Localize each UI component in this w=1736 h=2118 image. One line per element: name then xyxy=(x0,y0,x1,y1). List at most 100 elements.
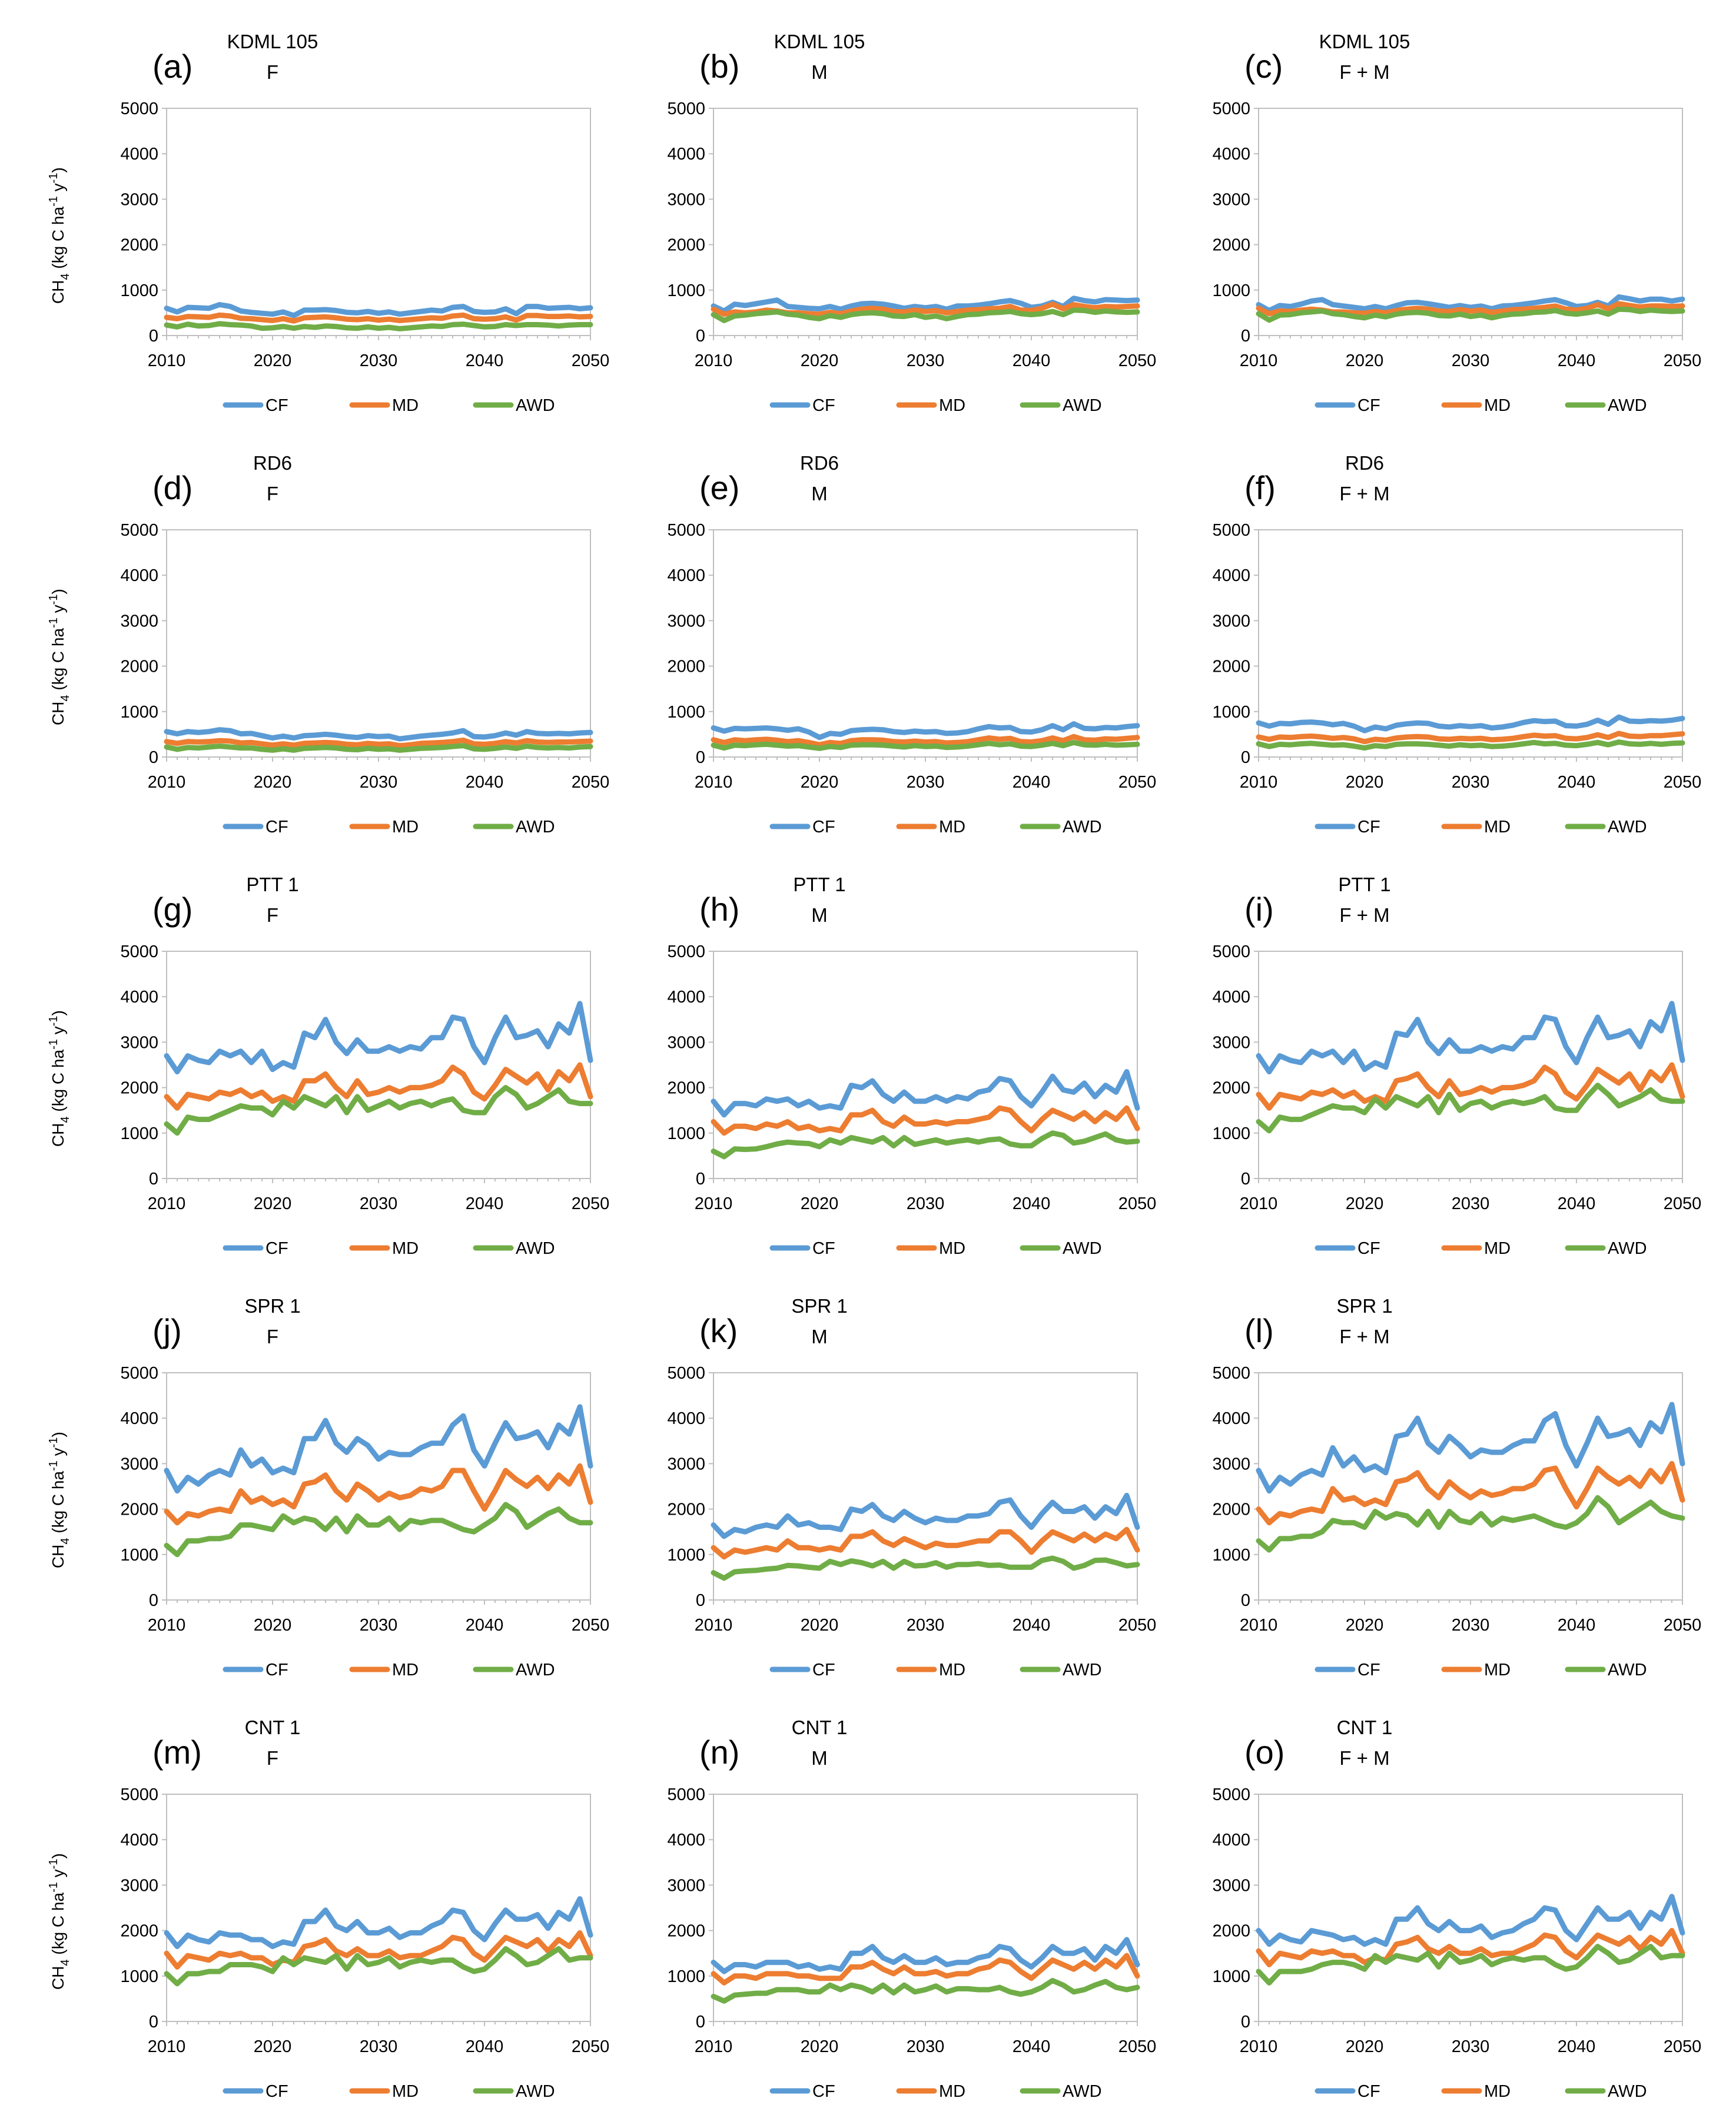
series-points-awd xyxy=(1258,1085,1683,1131)
x-tick-label: 2050 xyxy=(572,351,610,370)
legend: CF MD AWD xyxy=(769,396,1102,415)
x-tick-label: 2020 xyxy=(254,773,292,792)
y-axis-title-part: ) xyxy=(49,1432,67,1437)
y-tick-label: 2000 xyxy=(120,236,158,255)
panel-label: (h) xyxy=(699,891,739,928)
y-tick-label: 4000 xyxy=(1212,988,1250,1007)
x-tick-label: 2030 xyxy=(360,2037,398,2056)
y-tick-label: 4000 xyxy=(1212,566,1250,585)
y-axis-title-part: ) xyxy=(49,167,67,172)
series-line-cf xyxy=(164,1404,593,1494)
chart-panel-f: (f) RD6 F + M 0 1000 2000 3000 4000 5000 2010 2020… xyxy=(1212,452,1701,836)
chart-panel-d: (d) RD6 F 0 1000 2000 3000 4000 5000 2010 2020 2030… xyxy=(47,452,609,836)
legend-label-cf: CF xyxy=(812,1239,835,1258)
x-tick-label: 2050 xyxy=(1118,1194,1157,1213)
legend-label-md: MD xyxy=(1484,2082,1511,2101)
y-tick-label: 4000 xyxy=(667,1831,705,1850)
y-axis-title-part: y xyxy=(49,1869,67,1882)
legend-label-md: MD xyxy=(392,1661,419,1679)
chart-title: KDML 105 xyxy=(1319,31,1410,52)
legend: CF MD AWD xyxy=(223,1239,555,1258)
x-tick-label: 2030 xyxy=(360,1616,398,1635)
y-axis-title-part: ) xyxy=(49,1853,67,1858)
x-tick-label: 2010 xyxy=(695,773,733,792)
y-tick-label: 1000 xyxy=(667,1546,705,1565)
series-points-awd xyxy=(1258,742,1683,748)
x-tick-label: 2010 xyxy=(1240,2037,1278,2056)
series-points-awd xyxy=(713,1980,1138,2001)
y-tick-label: 2000 xyxy=(1212,236,1250,255)
y-tick-label: 5000 xyxy=(120,1364,158,1383)
chart-subtitle: M xyxy=(811,1326,828,1347)
panel-label: (j) xyxy=(152,1312,182,1349)
x-tick-label: 2030 xyxy=(360,1194,398,1213)
series-points-cf xyxy=(1258,717,1683,731)
y-tick-label: 5000 xyxy=(667,942,705,961)
x-tick-label: 2050 xyxy=(1118,773,1157,792)
y-tick-label: 2000 xyxy=(667,1922,705,1941)
x-tick-label: 2030 xyxy=(1452,1616,1490,1635)
legend-label-awd: AWD xyxy=(516,2082,555,2101)
series-points-cf xyxy=(166,1003,591,1072)
x-tick-label: 2030 xyxy=(907,1616,945,1635)
y-tick-label: 4000 xyxy=(120,566,158,585)
x-tick-label: 2040 xyxy=(1558,1616,1596,1635)
panel-label: (k) xyxy=(699,1312,738,1349)
x-tick-label: 2010 xyxy=(1240,351,1278,370)
legend: CF MD AWD xyxy=(1315,396,1647,415)
legend-label-md: MD xyxy=(392,818,419,836)
x-tick-label: 2040 xyxy=(466,2037,504,2056)
y-tick-label: 3000 xyxy=(1212,1455,1250,1473)
x-tick-label: 2010 xyxy=(1240,1616,1278,1635)
x-tick-label: 2010 xyxy=(148,1194,186,1213)
y-axis-title: CH4 (kg C ha-1 y-1) xyxy=(47,1010,72,1147)
y-axis-title-part: CH xyxy=(49,1545,67,1568)
y-tick-label: 5000 xyxy=(667,1364,705,1383)
series-points-awd xyxy=(713,310,1138,321)
legend-label-cf: CF xyxy=(812,396,835,415)
chart-subtitle: F xyxy=(267,1747,278,1769)
series-points-cf xyxy=(166,1898,591,1947)
chart-panel-a: (a) KDML 105 F 0 1000 2000 3000 4000 5000 2010 202… xyxy=(47,31,609,415)
series-points-md xyxy=(713,1529,1138,1557)
y-axis-title-part: -1 xyxy=(47,173,60,184)
y-tick-label: 5000 xyxy=(1212,521,1250,540)
plot-area xyxy=(166,951,591,1179)
legend-label-awd: AWD xyxy=(1063,818,1102,836)
y-tick-label: 3000 xyxy=(667,1033,705,1052)
x-tick-label: 2050 xyxy=(572,1194,610,1213)
chart-subtitle: F xyxy=(267,1326,278,1347)
legend: CF MD AWD xyxy=(1315,1239,1647,1258)
panel-label: (i) xyxy=(1244,891,1274,928)
series-points-awd xyxy=(166,1948,591,1984)
chart-panel-c: (c) KDML 105 F + M 0 1000 2000 3000 4000 5000 201… xyxy=(1212,31,1701,415)
x-tick-label: 2040 xyxy=(466,773,504,792)
y-tick-label: 0 xyxy=(149,1591,158,1610)
y-axis-title-part: (kg C ha xyxy=(49,1049,67,1116)
y-tick-label: 1000 xyxy=(1212,1967,1250,1986)
y-axis-title-part: (kg C ha xyxy=(49,206,67,273)
series-line-awd xyxy=(711,1130,1140,1160)
chart-title: CNT 1 xyxy=(245,1717,301,1738)
series-points-awd xyxy=(1258,1946,1683,1983)
y-tick-label: 1000 xyxy=(667,1967,705,1986)
y-tick-label: 0 xyxy=(696,1591,705,1610)
y-axis-title-part: ) xyxy=(49,1010,67,1015)
x-tick-label: 2050 xyxy=(1118,1616,1157,1635)
legend-label-cf: CF xyxy=(1357,396,1380,415)
series-points-cf xyxy=(713,1071,1138,1115)
plot-area xyxy=(1258,951,1683,1179)
y-tick-label: 0 xyxy=(696,327,705,346)
chart-subtitle: M xyxy=(811,904,828,926)
panel-label: (g) xyxy=(152,891,192,928)
series-points-awd xyxy=(713,1133,1138,1157)
x-tick-label: 2050 xyxy=(572,773,610,792)
x-tick-label: 2040 xyxy=(466,1194,504,1213)
y-tick-label: 4000 xyxy=(120,988,158,1007)
x-tick-label: 2030 xyxy=(1452,2037,1490,2056)
panel-label: (c) xyxy=(1244,48,1283,85)
chart-subtitle: M xyxy=(811,483,828,504)
y-tick-label: 5000 xyxy=(1212,1785,1250,1804)
legend-label-cf: CF xyxy=(265,1239,288,1258)
